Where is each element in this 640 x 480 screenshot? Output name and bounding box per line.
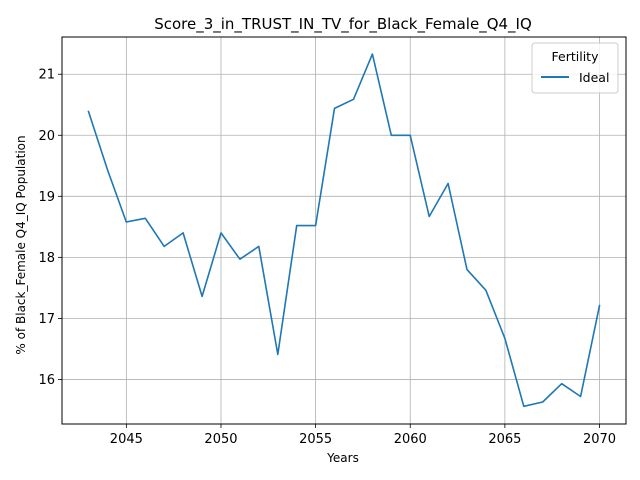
data-point — [523, 406, 525, 408]
x-tick-label: 2065 — [488, 432, 521, 447]
data-point — [372, 53, 374, 55]
data-point — [201, 296, 203, 298]
legend-label-ideal: Ideal — [579, 70, 609, 85]
series-line-ideal — [87, 53, 601, 408]
data-point — [580, 396, 582, 398]
data-point — [239, 258, 241, 260]
legend-box — [531, 42, 619, 94]
y-tick-label: 16 — [38, 373, 55, 388]
data-point — [466, 269, 468, 271]
y-tick-label: 19 — [38, 190, 55, 205]
chart-title: Score_3_in_TRUST_IN_TV_for_Black_Female_… — [154, 15, 532, 34]
data-point — [542, 401, 544, 403]
legend: Fertility Ideal — [531, 42, 619, 94]
data-point — [182, 232, 184, 234]
y-axis: 16 17 18 19 20 21 — [38, 68, 62, 388]
y-tick-label: 17 — [38, 312, 55, 327]
data-point — [258, 246, 260, 248]
y-axis-label: % of Black_Female Q4_IQ Population — [14, 135, 28, 354]
x-axis: 2045 2050 2055 2060 2065 2070 — [110, 424, 616, 447]
legend-title: Fertility — [552, 49, 600, 64]
data-point — [145, 218, 147, 220]
data-point — [504, 338, 506, 340]
data-point — [88, 111, 90, 113]
data-point — [107, 169, 109, 171]
x-tick-label: 2050 — [204, 432, 237, 447]
data-point — [561, 383, 563, 385]
data-point — [126, 221, 128, 223]
data-point — [334, 108, 336, 110]
grid — [62, 37, 626, 424]
data-point — [599, 305, 601, 307]
data-point — [409, 135, 411, 137]
data-point — [485, 290, 487, 292]
x-tick-label: 2055 — [299, 432, 332, 447]
data-point — [428, 216, 430, 218]
x-tick-label: 2070 — [583, 432, 616, 447]
data-point — [220, 232, 222, 234]
y-tick-label: 20 — [38, 129, 55, 144]
y-tick-label: 21 — [38, 68, 55, 83]
data-point — [277, 354, 279, 356]
x-axis-label: Years — [326, 451, 359, 465]
series-layer — [87, 53, 601, 408]
data-point — [447, 183, 449, 185]
y-tick-label: 18 — [38, 251, 55, 266]
x-tick-label: 2045 — [110, 432, 143, 447]
x-tick-label: 2060 — [394, 432, 427, 447]
data-point — [391, 135, 393, 137]
plot-area — [61, 36, 627, 425]
data-point — [315, 225, 317, 227]
data-point — [163, 246, 165, 248]
data-point — [353, 99, 355, 101]
data-point — [296, 225, 298, 227]
